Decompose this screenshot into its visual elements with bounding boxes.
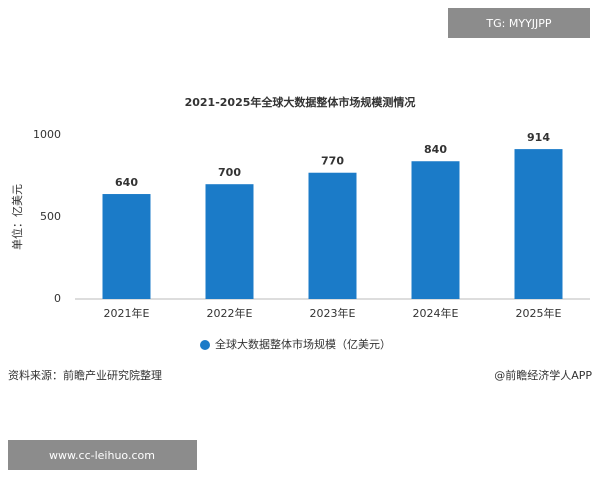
y-tick-label: 500 — [40, 210, 61, 223]
x-tick-label: 2021年E — [104, 306, 150, 320]
x-tick-label: 2023年E — [310, 306, 356, 320]
chart-title: 2021-2025年全球大数据整体市场规模测情况 — [185, 95, 416, 109]
data-label: 914 — [527, 131, 550, 144]
y-tick-label: 1000 — [33, 128, 61, 141]
bar — [411, 161, 460, 299]
y-tick-label: 0 — [54, 292, 61, 305]
legend-label: 全球大数据整体市场规模（亿美元） — [215, 337, 391, 351]
data-label: 770 — [321, 155, 344, 168]
x-tick-label: 2022年E — [207, 306, 253, 320]
data-label: 700 — [218, 166, 241, 179]
x-tick-label: 2025年E — [516, 306, 562, 320]
data-label: 840 — [424, 143, 447, 156]
bar — [514, 149, 563, 299]
bar — [308, 172, 357, 299]
overlay-box — [8, 440, 197, 470]
overlay-text: TG: MYYJJPP — [485, 17, 551, 30]
bar — [102, 194, 151, 299]
legend-swatch — [200, 340, 210, 350]
credit-note: @前瞻经济学人APP — [494, 368, 592, 382]
overlay-box — [448, 8, 590, 38]
data-label: 640 — [115, 176, 138, 189]
bar — [205, 184, 254, 299]
x-tick-label: 2024年E — [413, 306, 459, 320]
overlay-text: www.cc-leihuo.com — [49, 449, 155, 462]
source-note: 资料来源：前瞻产业研究院整理 — [8, 368, 162, 382]
y-axis-label: 单位：亿美元 — [10, 184, 24, 250]
